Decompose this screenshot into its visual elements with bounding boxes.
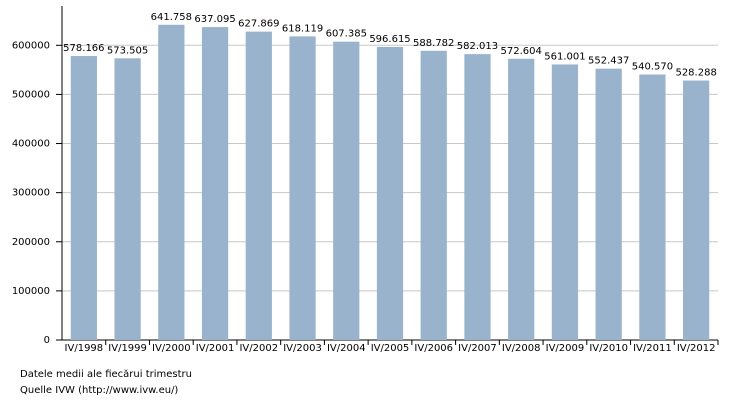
bar [508, 58, 535, 340]
x-tick-label: IV/2001 [196, 343, 235, 354]
value-label: 582.013 [457, 41, 498, 52]
bar [70, 56, 97, 340]
note: Datele medii ale fiecărui trimestru [20, 369, 192, 380]
x-tick-label: IV/2006 [414, 343, 453, 354]
value-label: 596.615 [369, 34, 410, 45]
bar [464, 54, 491, 341]
x-tick-label: IV/2012 [677, 343, 716, 354]
bar [289, 36, 316, 340]
bar [333, 41, 360, 340]
x-tick-label: IV/1998 [65, 343, 104, 354]
bar [245, 31, 272, 340]
bar [114, 58, 141, 341]
x-tick-label: IV/2002 [239, 343, 278, 354]
bar [158, 24, 185, 341]
y-tick-label: 400000 [12, 139, 50, 150]
x-tick-label: IV/2009 [546, 343, 585, 354]
value-label: 588.782 [413, 38, 454, 49]
y-tick-label: 200000 [12, 237, 50, 248]
y-tick-label: 600000 [12, 40, 50, 51]
y-tick-label: 300000 [12, 188, 50, 199]
value-label: 540.570 [632, 61, 673, 72]
x-tick-label: IV/2000 [152, 343, 191, 354]
bar [683, 80, 710, 340]
value-label: 572.604 [501, 46, 542, 57]
bar [376, 46, 404, 340]
x-tick-label: IV/2008 [502, 343, 541, 354]
bar [201, 27, 229, 341]
x-tick-label: IV/2003 [283, 343, 322, 354]
bar [595, 68, 622, 340]
value-label: 573.505 [107, 45, 148, 56]
value-label: 578.166 [63, 43, 104, 54]
value-label: 607.385 [326, 29, 367, 40]
y-tick-label: 500000 [12, 89, 50, 100]
x-tick-label: IV/1999 [108, 343, 147, 354]
x-tick-label: IV/2005 [371, 343, 410, 354]
x-tick-label: IV/2010 [589, 343, 628, 354]
bar [420, 50, 447, 340]
value-label: 637.095 [194, 14, 235, 25]
note: Quelle IVW (http://www.ivw.eu/) [20, 385, 178, 396]
value-label: 618.119 [282, 23, 323, 34]
x-tick-label: IV/2004 [327, 343, 366, 354]
x-tick-label: IV/2007 [458, 343, 497, 354]
value-label: 627.869 [238, 19, 279, 30]
x-tick-label: IV/2011 [633, 343, 672, 354]
value-label: 528.288 [675, 68, 716, 79]
value-label: 552.437 [588, 56, 629, 67]
value-label: 641.758 [151, 12, 192, 23]
bar [551, 64, 579, 340]
bar [639, 74, 666, 340]
y-tick-label: 0 [44, 335, 50, 346]
y-tick-label: 100000 [12, 286, 50, 297]
value-label: 561.001 [544, 51, 585, 62]
